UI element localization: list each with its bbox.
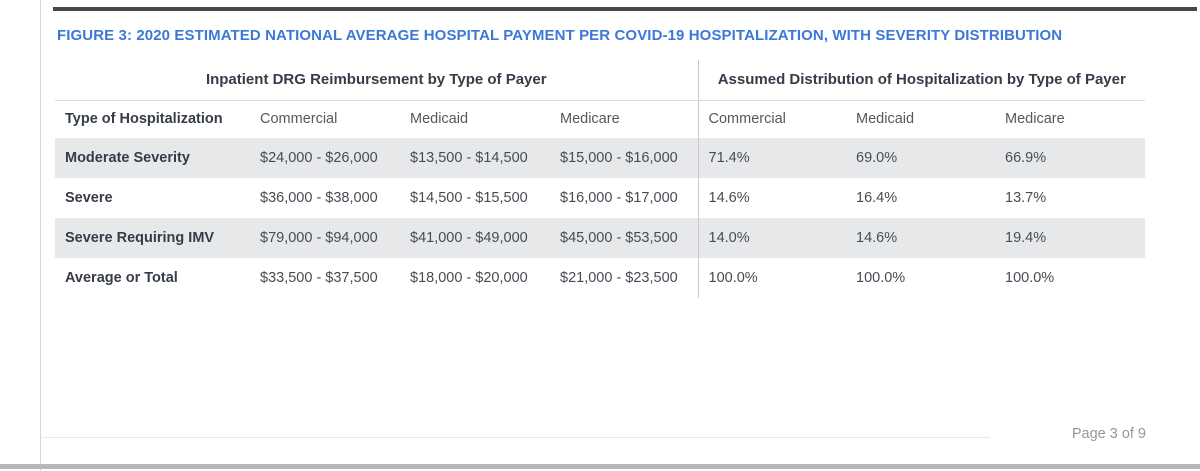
cell-value: $14,500 - $15,500 xyxy=(410,190,528,206)
row-label: Moderate Severity xyxy=(55,138,250,178)
cell-value: 71.4% xyxy=(697,138,847,178)
cell-value: $21,000 - $23,500 xyxy=(560,270,678,286)
table-row-moderate-severity: Moderate Severity $24,000 - $26,000 $13,… xyxy=(55,138,1146,178)
group-header-distribution: Assumed Distribution of Hospitalization … xyxy=(697,60,1146,101)
column-header-type: Type of Hospitalization xyxy=(65,111,223,128)
cell-value: 14.0% xyxy=(697,218,847,258)
row-label: Severe xyxy=(65,190,113,206)
cell-value: 19.4% xyxy=(995,218,1146,258)
table-row-severe-imv: Severe Requiring IMV $79,000 - $94,000 $… xyxy=(55,218,1146,258)
figure-table: Inpatient DRG Reimbursement by Type of P… xyxy=(55,60,1146,298)
table-column-header-row: Type of Hospitalization Commercial Medic… xyxy=(55,100,1145,138)
cell-value: $24,000 - $26,000 xyxy=(250,138,400,178)
page-number: Page 3 of 9 xyxy=(1071,426,1146,442)
cell-value: $33,500 - $37,500 xyxy=(260,270,378,286)
column-header-medicaid-distribution: Medicaid xyxy=(856,111,915,128)
cell-value: $79,000 - $94,000 xyxy=(250,218,400,258)
column-header-medicaid-payment: Medicaid xyxy=(410,111,469,128)
group-header-payment: Inpatient DRG Reimbursement by Type of P… xyxy=(55,60,699,101)
cell-value: 16.4% xyxy=(856,190,898,206)
cell-value: $13,500 - $14,500 xyxy=(400,138,550,178)
left-pane-divider xyxy=(40,0,41,471)
cell-value: 14.6% xyxy=(697,178,847,218)
column-header-commercial-distribution: Commercial xyxy=(697,100,847,138)
column-header-commercial-payment: Commercial xyxy=(260,111,338,128)
cell-value: $41,000 - $49,000 xyxy=(400,218,550,258)
figure-title: FIGURE 3: 2020 ESTIMATED NATIONAL AVERAG… xyxy=(57,27,1063,44)
column-header-medicare-distribution: Medicare xyxy=(1005,111,1065,128)
cell-value: 100.0% xyxy=(856,270,906,286)
top-border-rule xyxy=(53,7,1197,11)
cell-value: $15,000 - $16,000 xyxy=(550,138,699,178)
cell-value: 14.6% xyxy=(846,218,996,258)
cell-value: $16,000 - $17,000 xyxy=(560,190,678,206)
cell-value: 69.0% xyxy=(846,138,996,178)
cell-value: 100.0% xyxy=(697,258,847,298)
cell-value: $36,000 - $38,000 xyxy=(260,190,378,206)
bottom-edge-strip xyxy=(0,464,1200,469)
cell-value: 66.9% xyxy=(995,138,1146,178)
cell-value: $45,000 - $53,500 xyxy=(550,218,699,258)
row-label: Average or Total xyxy=(65,270,178,286)
cell-value: $18,000 - $20,000 xyxy=(410,270,528,286)
cell-value: 100.0% xyxy=(1005,270,1055,286)
table-group-header-row: Inpatient DRG Reimbursement by Type of P… xyxy=(55,60,1146,101)
cell-value: 13.7% xyxy=(1005,190,1047,206)
table-row-severe: Severe $36,000 - $38,000 $14,500 - $15,5… xyxy=(55,178,1145,218)
table-row-average-total: Average or Total $33,500 - $37,500 $18,0… xyxy=(55,258,1145,298)
column-header-medicare-payment: Medicare xyxy=(560,111,620,128)
row-label: Severe Requiring IMV xyxy=(55,218,250,258)
footer-divider-rule xyxy=(40,437,990,438)
